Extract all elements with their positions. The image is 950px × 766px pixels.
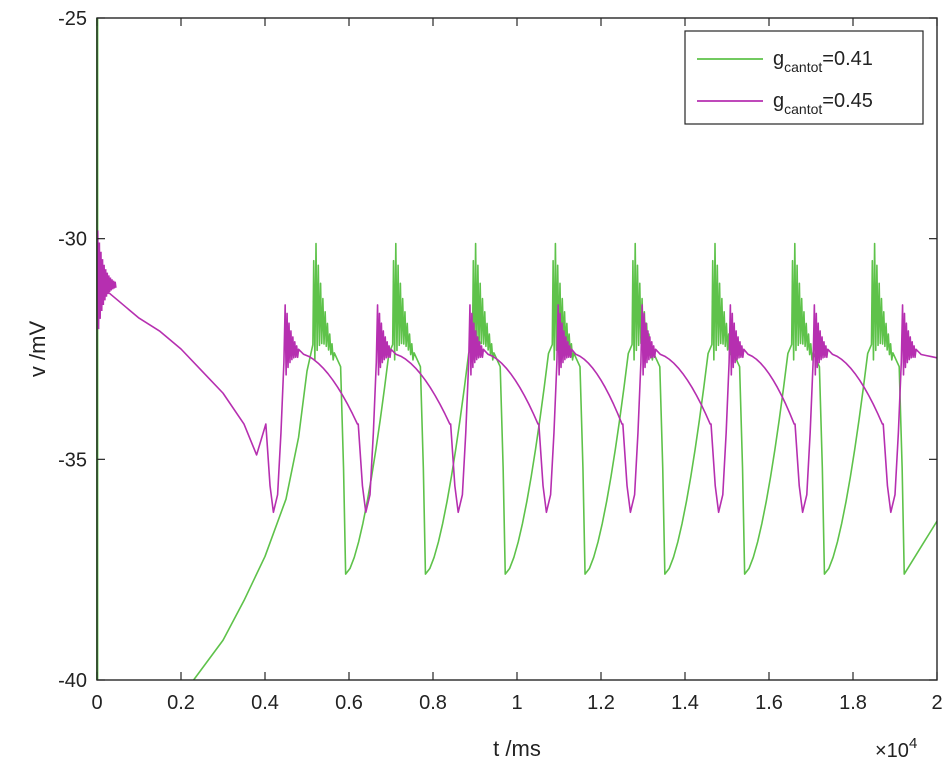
legend-label: gcantot=0.41 [773,48,873,75]
legend-label-base: g [773,90,784,112]
series-initial-burst-gcantot-0-45 [97,230,117,330]
legend-label-subscript: cantot [784,59,822,75]
y-tick-label: -35 [58,449,87,471]
x-multiplier-prefix: ×10 [875,740,909,762]
x-tick-label: 1.2 [587,692,615,714]
legend-label-value: =0.45 [822,90,873,112]
x-tick-label: 1.6 [755,692,783,714]
x-tick-label: 0.4 [251,692,279,714]
x-tick-label: 1.8 [839,692,867,714]
x-axis-multiplier: ×104 [875,735,917,762]
legend-box [684,30,924,125]
y-tick-label: -40 [58,670,87,692]
x-tick-label: 0 [91,692,102,714]
legend-label-value: =0.41 [822,48,873,70]
series-line-gcantot-0-45 [97,282,937,514]
x-tick-label: 1 [511,692,522,714]
series-line-gcantot-0-41 [192,242,937,680]
x-axis-label: t /ms [493,736,541,761]
x-multiplier-exponent: 4 [909,735,917,752]
y-axis-ticks: -40 -35 -30 -25 [58,8,937,692]
x-tick-label: 2 [931,692,942,714]
x-tick-label: 0.6 [335,692,363,714]
legend-label-subscript: cantot [784,101,822,117]
y-tick-label: -30 [58,229,87,251]
x-tick-label: 0.8 [419,692,447,714]
legend-label: gcantot=0.45 [773,90,873,117]
x-tick-label: 1.4 [671,692,699,714]
legend-label-base: g [773,48,784,70]
x-tick-label: 0.2 [167,692,195,714]
y-axis-label: v /mV [25,321,50,378]
y-tick-label: -25 [58,8,87,30]
x-axis-ticks: 0 0.2 0.4 0.6 0.8 1 1.2 1.4 1.6 1.8 2 [91,18,943,714]
